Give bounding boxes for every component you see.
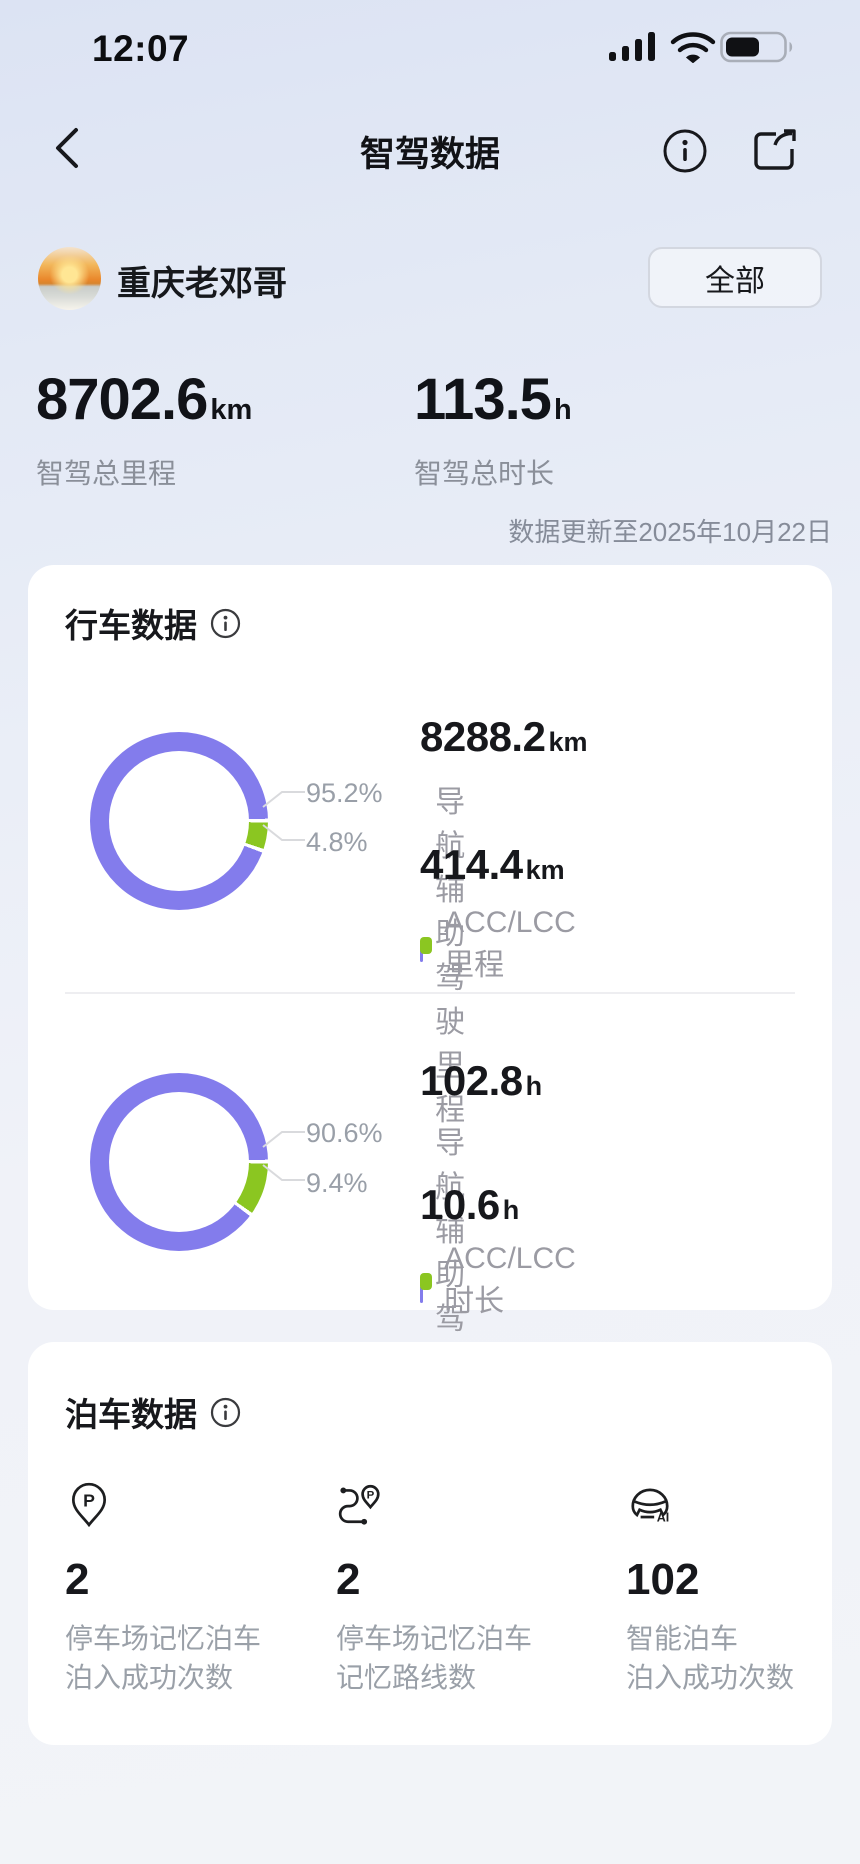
signal-icon: [609, 32, 655, 61]
mileage-main-percent: 95.2%: [306, 778, 383, 808]
duration-donut-chart: [90, 1073, 268, 1251]
info-icon: [663, 129, 707, 173]
acc-lcc-duration-unit: h: [502, 1195, 520, 1225]
acc-lcc-duration-value-row: 10.6 h: [420, 1181, 519, 1229]
parking-card-title: 泊车数据: [65, 1396, 197, 1433]
nav-assist-duration-value: 102.8: [420, 1057, 523, 1104]
acc-lcc-mileage-legend: ACC/LCC里程: [420, 906, 581, 984]
mileage-sub-percent: 4.8%: [306, 827, 368, 857]
back-chevron-icon: [56, 128, 78, 168]
page-info-button[interactable]: [660, 127, 710, 177]
total-duration-unit: h: [553, 394, 572, 426]
nav-assist-mileage-value: 8288.2: [420, 713, 546, 760]
green-swatch: [420, 936, 433, 954]
green-swatch: [420, 1272, 433, 1290]
nav-assist-mileage-unit: km: [548, 727, 588, 757]
data-updated-text: 数据更新至2025年10月22日: [508, 517, 832, 547]
parking-stat-value: 2: [336, 1555, 361, 1604]
parking-stat-value: 2: [65, 1555, 90, 1604]
acc-lcc-duration-label: ACC/LCC时长: [444, 1242, 576, 1318]
battery-icon: [720, 31, 793, 63]
status-time: 12:07: [92, 28, 190, 69]
back-button[interactable]: [46, 124, 92, 174]
parking-pin-icon: P: [71, 1482, 107, 1528]
parking-info-icon[interactable]: [210, 1397, 241, 1428]
smart-parking-ai-icon: AI: [631, 1488, 670, 1525]
filter-all-button[interactable]: 全部: [648, 247, 822, 308]
parking-stat-memory-success: P 2 停车场记忆泊车 泊入成功次数: [65, 1480, 261, 1697]
mileage-leader-line-bottom: [262, 824, 305, 841]
wifi-icon: [670, 32, 716, 63]
parking-stat-smart-success: AI 102 智能泊车 泊入成功次数: [626, 1480, 794, 1697]
nav-assist-duration-unit: h: [525, 1071, 543, 1101]
share-icon: [754, 129, 796, 170]
avatar[interactable]: [38, 247, 101, 310]
driving-info-icon[interactable]: [210, 608, 241, 639]
parking-stat-label: 智能泊车 泊入成功次数: [626, 1623, 795, 1693]
page-title: 智驾数据: [359, 135, 500, 174]
acc-lcc-duration-legend: ACC/LCC时长: [420, 1242, 581, 1320]
duration-leader-line-bottom: [262, 1164, 305, 1181]
nav-assist-duration-value-row: 102.8 h: [420, 1057, 542, 1105]
total-mileage-stat: 8702.6 km: [36, 366, 252, 433]
svg-text:AI: AI: [657, 1511, 670, 1525]
total-duration-value: 113.5: [414, 367, 552, 432]
duration-sub-percent: 9.4%: [306, 1168, 368, 1198]
purple-swatch: [420, 1285, 424, 1303]
duration-leader-line-top: [262, 1131, 305, 1148]
driving-card-title: 行车数据: [65, 607, 197, 644]
svg-text:P: P: [83, 1491, 95, 1511]
acc-lcc-duration-value: 10.6: [420, 1181, 500, 1228]
nav-assist-mileage-value-row: 8288.2 km: [420, 713, 588, 761]
parking-data-card: 泊车数据 P 2 停车场记忆泊车 泊入成功次数: [28, 1342, 832, 1745]
parking-stat-value: 102: [626, 1555, 700, 1604]
route-memory-icon: P: [338, 1484, 380, 1525]
svg-text:P: P: [367, 1489, 375, 1501]
nav-assist-mileage-label: 导航辅助驾驶里程: [435, 786, 466, 1127]
mileage-donut-chart: [90, 732, 268, 910]
acc-lcc-mileage-label: ACC/LCC里程: [444, 906, 576, 982]
total-duration-stat: 113.5 h: [414, 366, 572, 433]
duration-main-percent: 90.6%: [306, 1118, 383, 1148]
card-divider: [65, 992, 795, 994]
parking-stat-memory-routes: P 2 停车场记忆泊车 记忆路线数: [336, 1480, 532, 1697]
acc-lcc-mileage-value: 414.4: [420, 841, 523, 888]
total-mileage-value: 8702.6: [36, 367, 208, 432]
user-name: 重庆老邓哥: [117, 265, 287, 303]
parking-stat-label: 停车场记忆泊车 泊入成功次数: [65, 1623, 262, 1693]
mileage-leader-line-top: [262, 791, 305, 808]
total-mileage-label: 智驾总里程: [36, 458, 177, 489]
acc-lcc-mileage-unit: km: [525, 855, 565, 885]
total-mileage-unit: km: [210, 394, 253, 426]
acc-lcc-mileage-value-row: 414.4 km: [420, 841, 565, 889]
total-duration-label: 智驾总时长: [414, 458, 555, 489]
status-icons: [608, 31, 798, 65]
driving-data-card: 行车数据 95.2% 4.8% 8288.2 km 导航辅: [28, 565, 832, 1468]
parking-stat-label: 停车场记忆泊车 记忆路线数: [336, 1623, 533, 1693]
share-button[interactable]: [750, 127, 802, 177]
